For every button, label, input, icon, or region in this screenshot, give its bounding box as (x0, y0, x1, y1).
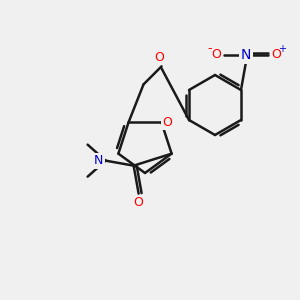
Text: O: O (154, 51, 164, 64)
Text: N: N (94, 154, 103, 167)
Text: O: O (134, 196, 144, 209)
Text: O: O (163, 116, 172, 129)
Text: O: O (211, 49, 221, 62)
Text: N: N (241, 48, 251, 62)
Text: +: + (278, 44, 286, 54)
Text: -: - (208, 43, 212, 56)
Text: O: O (271, 49, 281, 62)
